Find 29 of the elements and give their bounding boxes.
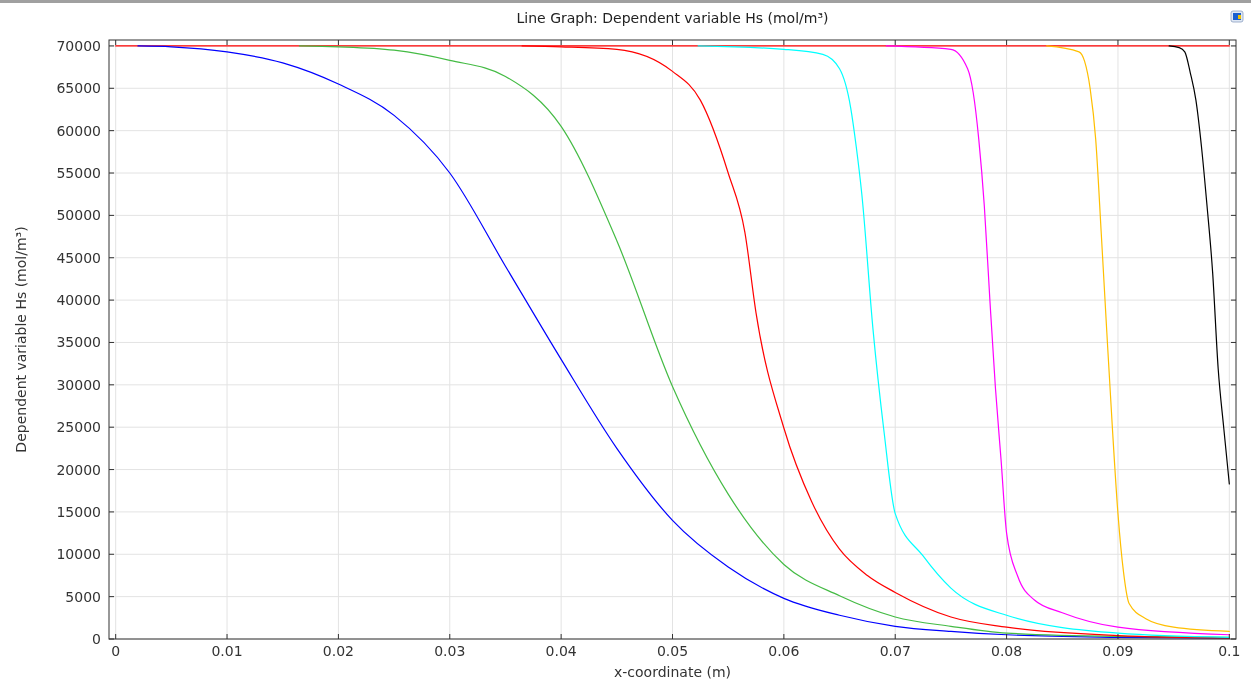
y-tick-label: 5000: [65, 588, 101, 605]
x-tick-label: 0.09: [1102, 643, 1134, 659]
x-axis-title: x-coordinate (m): [613, 664, 732, 680]
y-tick-label: 40000: [56, 292, 101, 309]
y-tick-label: 65000: [56, 80, 101, 97]
y-tick-label: 10000: [56, 546, 101, 563]
x-tick-label: 0.08: [991, 643, 1023, 659]
y-tick-label: 0: [92, 631, 101, 647]
x-tick-label: 0.04: [545, 643, 577, 659]
x-tick-label: 0.07: [879, 643, 911, 659]
y-tick-label: 25000: [56, 419, 101, 436]
x-tick-label: 0.06: [768, 643, 800, 659]
y-tick-label: 55000: [56, 165, 101, 182]
y-tick-label: 20000: [56, 461, 101, 478]
chart-title: Line Graph: Dependent variable Hs (mol/m³): [516, 10, 829, 26]
x-tick-label: 0.02: [322, 643, 354, 659]
x-tick-label: 0.05: [656, 643, 689, 659]
y-axis-title: Dependent variable Hs (mol/m³): [13, 226, 29, 453]
y-tick-label: 70000: [56, 37, 101, 54]
y-tick-label: 50000: [56, 207, 101, 224]
x-tick-label: 0.01: [211, 643, 243, 659]
y-tick-label: 30000: [56, 376, 101, 393]
x-tick-label: 0.03: [434, 643, 466, 659]
y-tick-label: 15000: [56, 503, 101, 520]
y-tick-label: 35000: [56, 334, 101, 351]
x-tick-label: 0.1: [1218, 643, 1241, 659]
y-tick-label: 60000: [56, 122, 101, 139]
y-tick-label: 45000: [56, 249, 101, 266]
x-tick-label: 0: [111, 643, 121, 659]
